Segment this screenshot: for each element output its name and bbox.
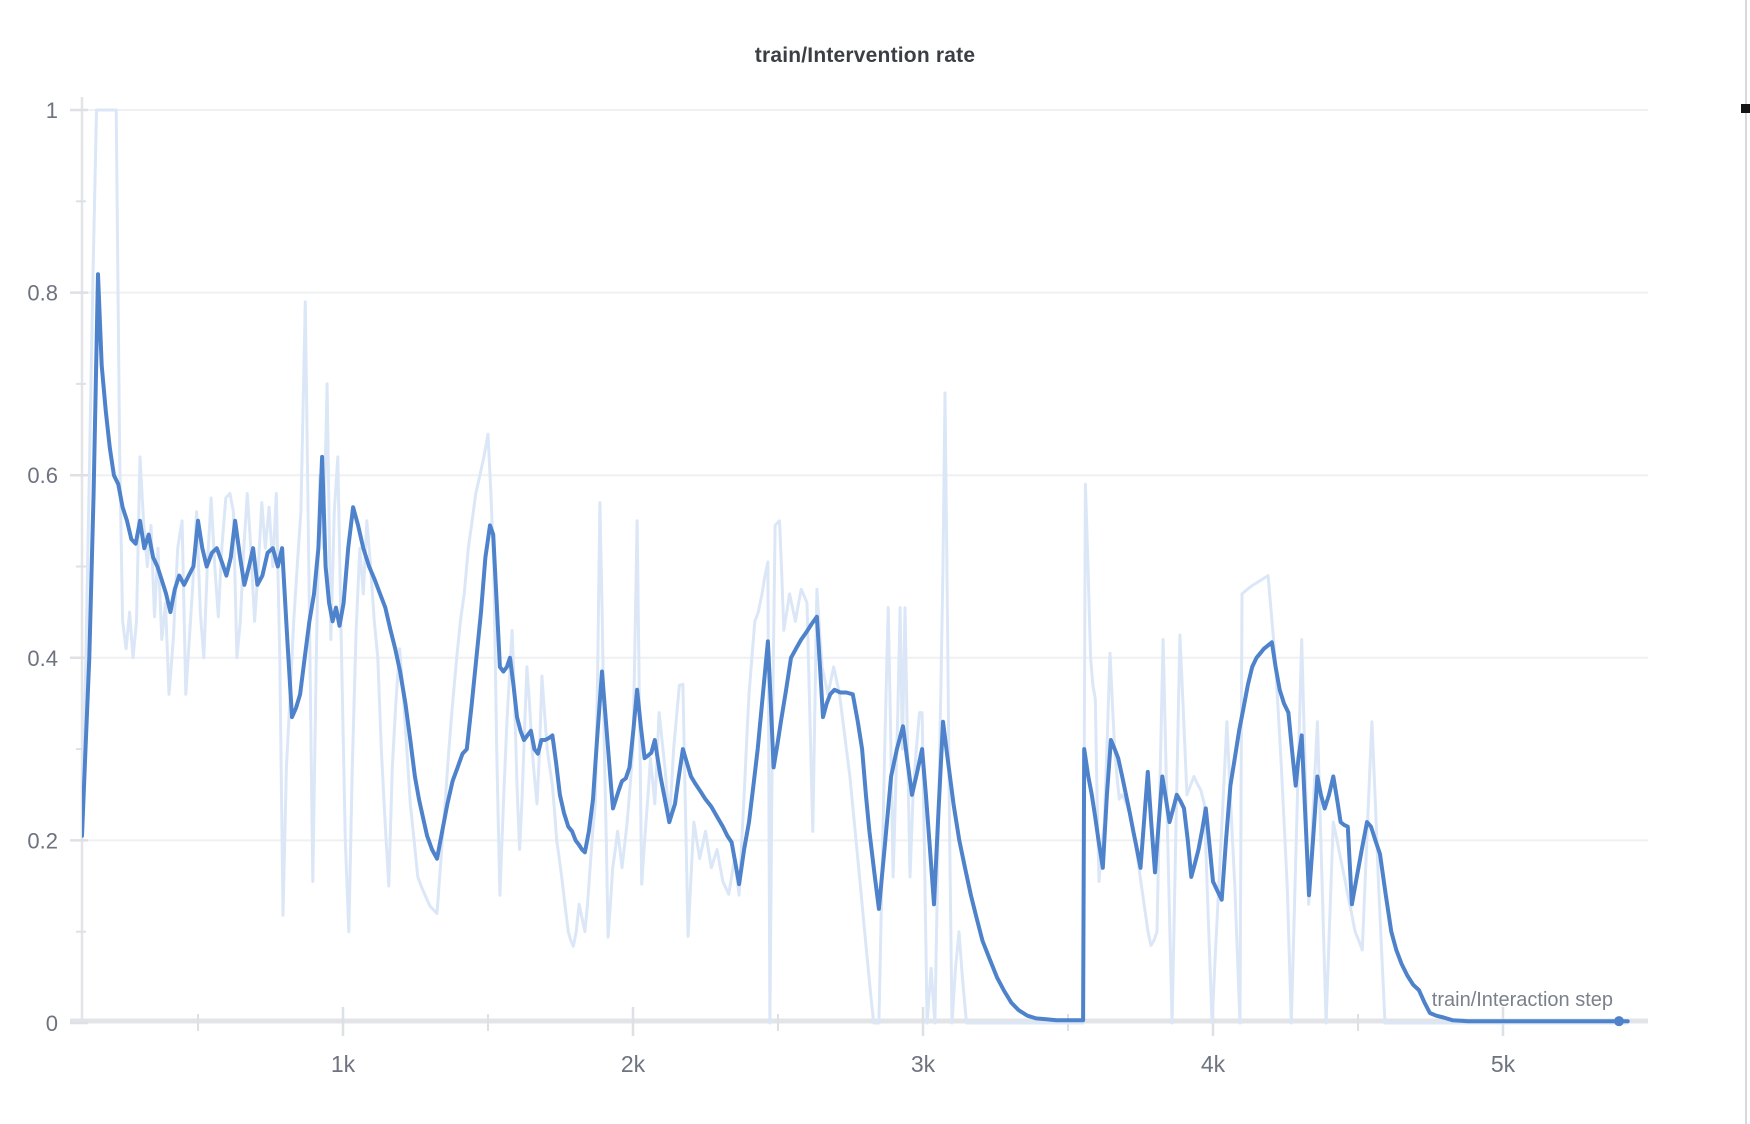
y-tick-label: 0.6 — [27, 463, 58, 488]
y-tick-label: 0.2 — [27, 828, 58, 853]
y-tick-label: 0.4 — [27, 646, 58, 671]
y-tick-label: 0.8 — [27, 281, 58, 306]
y-tick-label: 0 — [46, 1011, 58, 1036]
x-tick-label: 3k — [911, 1051, 936, 1077]
x-tick-label: 1k — [331, 1051, 356, 1077]
raw-series-line — [82, 108, 1630, 1025]
x-tick-label: 5k — [1491, 1051, 1516, 1077]
chart-title: train/Intervention rate — [754, 44, 976, 67]
x-tick-label: 2k — [621, 1051, 646, 1077]
x-tick-label: 4k — [1201, 1051, 1226, 1077]
last-point-marker — [1614, 1016, 1624, 1027]
y-tick-label: 1 — [46, 98, 58, 123]
x-axis-label: train/Interaction step — [1431, 989, 1613, 1011]
scrollbar-track[interactable] — [1745, 0, 1747, 1124]
smoothed-series-line — [82, 272, 1630, 1024]
scrollbar-thumb[interactable] — [1741, 104, 1750, 113]
